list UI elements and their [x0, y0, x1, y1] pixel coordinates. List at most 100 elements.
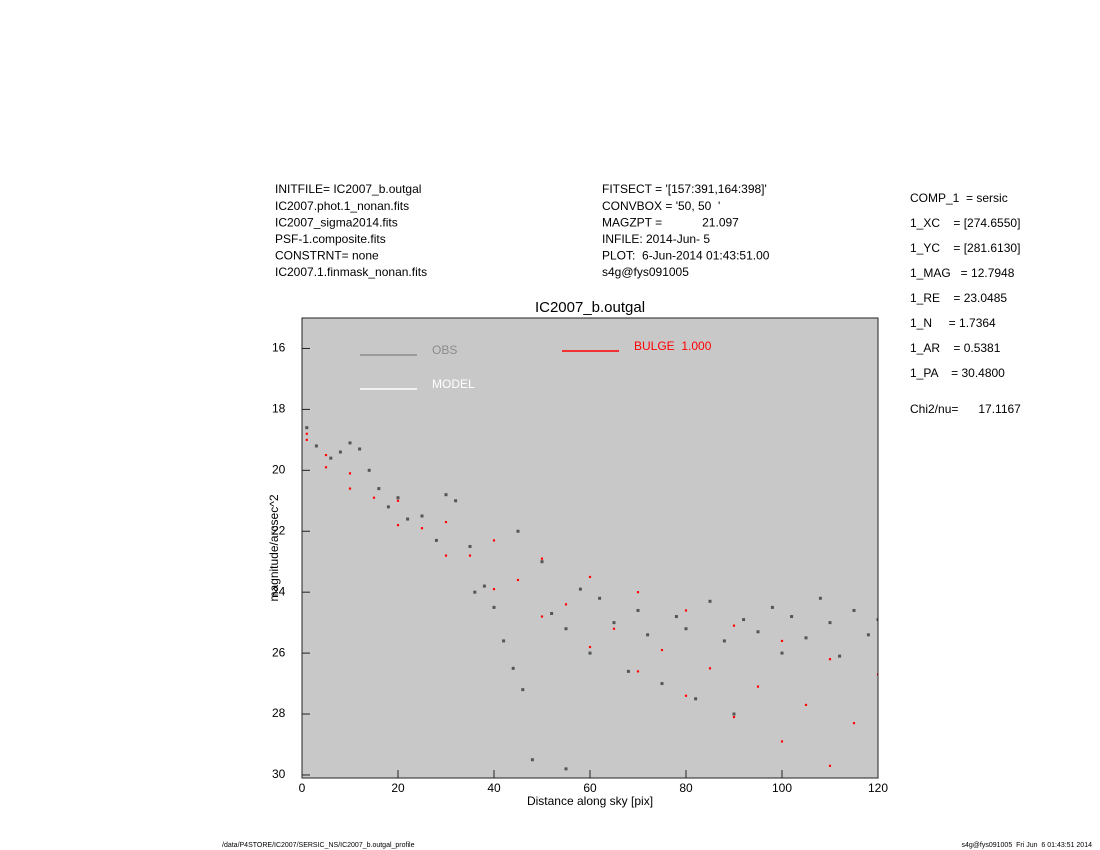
point — [348, 487, 352, 490]
point — [838, 654, 842, 658]
point — [612, 627, 616, 630]
header-left: INITFILE= IC2007_b.outgal — [275, 182, 421, 196]
point — [790, 615, 794, 619]
point — [588, 575, 592, 579]
point — [588, 645, 592, 649]
point — [780, 639, 784, 643]
x-tick-label: 0 — [299, 781, 306, 795]
point — [516, 529, 520, 533]
legend-label: BULGE 1.000 — [634, 339, 712, 353]
point — [530, 758, 534, 762]
point — [468, 544, 472, 548]
header-middle: INFILE: 2014-Jun- 5 — [602, 232, 710, 246]
point — [564, 627, 568, 631]
header-left: IC2007.1.finmask_nonan.fits — [275, 265, 427, 279]
point — [367, 468, 371, 472]
point — [828, 621, 832, 625]
x-tick-label: 20 — [391, 781, 405, 795]
point — [598, 596, 602, 600]
point — [305, 432, 308, 435]
header-right: 1_MAG = 12.7948 — [910, 266, 1015, 280]
point — [876, 618, 878, 622]
x-tick-label: 60 — [583, 781, 597, 795]
point — [358, 447, 362, 451]
point — [756, 685, 760, 688]
point — [492, 588, 496, 591]
point — [434, 538, 438, 542]
point — [684, 694, 688, 697]
point — [444, 554, 448, 557]
point — [324, 466, 328, 469]
point — [348, 441, 352, 445]
point — [674, 615, 678, 619]
x-tick-label: 40 — [487, 781, 501, 795]
point — [804, 636, 808, 640]
y-tick-label: 16 — [272, 341, 286, 355]
point — [852, 608, 856, 612]
point — [492, 605, 496, 609]
point — [756, 630, 760, 634]
point — [516, 578, 520, 582]
point — [828, 764, 832, 767]
point — [722, 639, 726, 643]
point — [305, 426, 309, 430]
plot-area — [302, 318, 878, 778]
point — [818, 596, 822, 600]
header-left: CONSTRNT= none — [275, 249, 379, 263]
point — [444, 521, 448, 524]
point — [406, 517, 410, 521]
header-middle: PLOT: 6-Jun-2014 01:43:51.00 — [602, 249, 770, 263]
point — [636, 670, 640, 673]
point — [521, 688, 525, 692]
point — [588, 651, 592, 655]
x-tick-label: 80 — [679, 781, 693, 795]
header-middle: s4g@fys091005 — [602, 265, 689, 279]
point — [742, 618, 746, 622]
point — [502, 639, 506, 643]
point — [684, 627, 688, 631]
point — [454, 499, 458, 503]
legend-label: MODEL — [432, 377, 475, 391]
point — [732, 712, 736, 716]
point — [876, 673, 878, 676]
point — [386, 505, 390, 509]
header-right: 1_N = 1.7364 — [910, 316, 996, 330]
y-tick-label: 20 — [272, 462, 286, 476]
header-middle: MAGZPT = 21.097 — [602, 215, 739, 229]
footer-right: s4g@fys091005 Fri Jun 6 01:43:51 2014 — [962, 842, 1093, 849]
point — [348, 472, 352, 475]
point — [329, 456, 333, 460]
point — [828, 658, 832, 661]
header-left: IC2007.phot.1_nonan.fits — [275, 199, 409, 213]
point — [708, 667, 712, 670]
point — [468, 554, 472, 557]
point — [804, 703, 808, 706]
point — [780, 740, 784, 743]
point — [770, 605, 774, 609]
point — [660, 648, 664, 652]
point — [694, 697, 698, 701]
point — [732, 624, 736, 627]
header-right: 1_RE = 23.0485 — [910, 291, 1007, 305]
header-right: 1_AR = 0.5381 — [910, 341, 1001, 355]
header-left: IC2007_sigma2014.fits — [275, 215, 398, 229]
point — [372, 496, 376, 499]
y-tick-label: 26 — [272, 645, 286, 659]
y-axis-label: magnitude/arcsec^2 — [267, 494, 281, 601]
point — [420, 514, 424, 518]
point — [540, 557, 544, 560]
point — [578, 587, 582, 591]
point — [732, 715, 736, 719]
point — [626, 669, 630, 673]
header-left: PSF-1.composite.fits — [275, 232, 386, 246]
point — [482, 584, 486, 588]
x-axis-label: Distance along sky [pix] — [527, 794, 653, 808]
point — [852, 722, 856, 725]
point — [324, 453, 328, 457]
x-tick-label: 120 — [868, 781, 888, 795]
chi2: Chi2/nu= 17.1167 — [910, 402, 1021, 416]
x-tick-label: 100 — [772, 781, 792, 795]
point — [473, 590, 477, 594]
chart-title: IC2007_b.outgal — [535, 299, 645, 316]
point — [338, 450, 342, 454]
